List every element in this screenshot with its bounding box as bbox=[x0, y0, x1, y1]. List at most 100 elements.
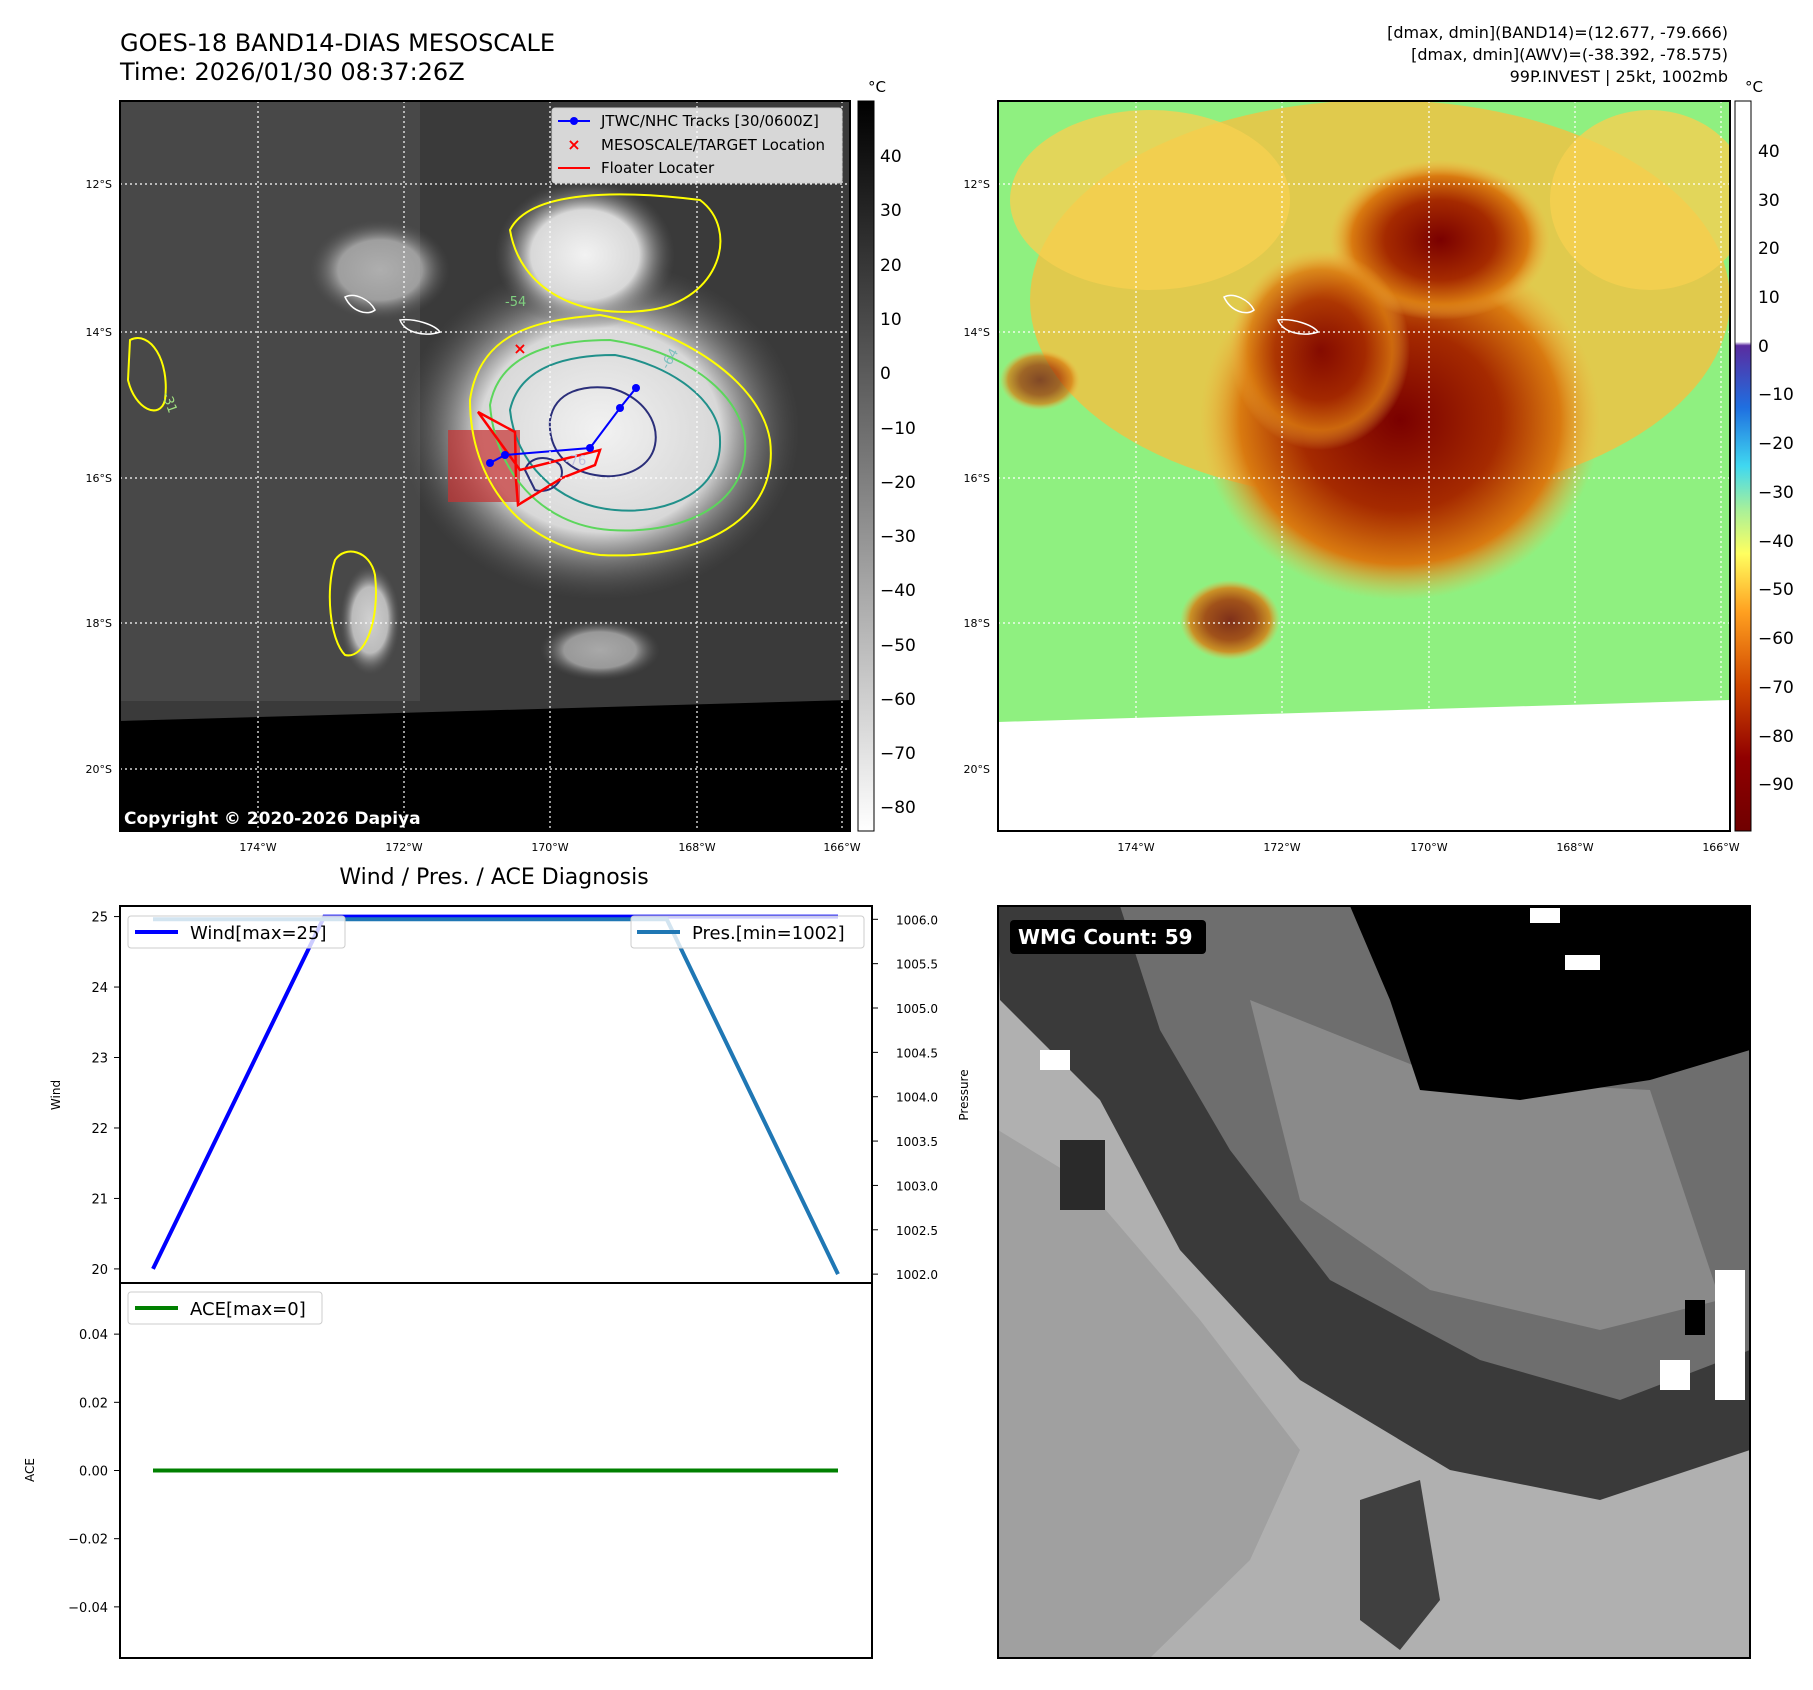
wind-legend: Wind[max=25] bbox=[127, 915, 346, 949]
island-outline bbox=[1223, 294, 1255, 314]
pressure-tick-label: 1002.5 bbox=[896, 1224, 938, 1238]
wv-lon-labels: 174°W 172°W 170°W 168°W 166°W bbox=[1117, 841, 1739, 854]
contour-mid bbox=[488, 338, 747, 532]
svg-text:170°W: 170°W bbox=[531, 841, 568, 854]
ace-tick-label: 0.04 bbox=[79, 1328, 108, 1343]
svg-text:20: 20 bbox=[880, 256, 902, 276]
ace-tick-label: −0.02 bbox=[68, 1533, 108, 1548]
pressure-tick-label: 1005.5 bbox=[896, 958, 938, 972]
target-marker: × bbox=[513, 339, 526, 358]
ir-gridlines bbox=[120, 101, 850, 831]
contour-warm bbox=[126, 337, 167, 412]
svg-text:0: 0 bbox=[880, 364, 891, 384]
svg-text:172°W: 172°W bbox=[1263, 841, 1300, 854]
wv-colorbar: °C 40 30 20 10 0 −10 −20 −30 −40 −50 −60… bbox=[1734, 78, 1794, 832]
svg-text:168°W: 168°W bbox=[678, 841, 715, 854]
pressure-y-axis: 1002.0 1002.5 1003.0 1003.5 1004.0 1004.5 1005… bbox=[872, 913, 938, 1282]
svg-text:166°W: 166°W bbox=[823, 841, 860, 854]
pressure-axis-label: Pressure bbox=[957, 1069, 971, 1120]
ace-axis-label: ACE bbox=[23, 1458, 37, 1482]
contour-coldest bbox=[548, 386, 657, 478]
wind-y-axis: 20 21 22 23 24 25 bbox=[91, 911, 120, 1278]
off-disk-region bbox=[998, 700, 1730, 831]
wmg-frame bbox=[997, 905, 1751, 1659]
ir-colorbar: °C 40 30 20 10 0 −10 −20 −30 −40 −50 −60… bbox=[857, 78, 916, 832]
ir-map-legend: JTWC/NHC Tracks [30/0600Z] × MESOSCALE/T… bbox=[551, 107, 843, 184]
svg-text:20°S: 20°S bbox=[86, 763, 112, 776]
contour-label: -76 bbox=[565, 454, 586, 469]
svg-text:18°S: 18°S bbox=[964, 617, 990, 630]
svg-text:14°S: 14°S bbox=[86, 326, 112, 339]
wind-pres-chart-title: Wind / Pres. / ACE Diagnosis bbox=[339, 865, 648, 890]
svg-text:−30: −30 bbox=[1758, 483, 1794, 503]
pressure-tick-label: 1004.5 bbox=[896, 1046, 938, 1060]
svg-text:−60: −60 bbox=[1758, 629, 1794, 649]
pressure-tick-label: 1003.0 bbox=[896, 1179, 938, 1193]
contour-cold bbox=[508, 353, 722, 512]
svg-text:168°W: 168°W bbox=[1556, 841, 1593, 854]
wmg-panel: WMG Count: 59 bbox=[997, 905, 1751, 1659]
svg-text:20°S: 20°S bbox=[964, 763, 990, 776]
svg-text:×: × bbox=[567, 135, 580, 154]
legend-pressure: Pres.[min=1002] bbox=[692, 923, 845, 944]
pressure-tick-label: 1005.0 bbox=[896, 1002, 938, 1016]
legend-target: MESOSCALE/TARGET Location bbox=[601, 136, 825, 154]
svg-text:−40: −40 bbox=[1758, 532, 1794, 552]
ir-colorbar-unit: °C bbox=[868, 78, 886, 96]
wind-pres-plot-area bbox=[119, 905, 873, 1284]
svg-text:−70: −70 bbox=[880, 744, 916, 764]
svg-text:20: 20 bbox=[1758, 239, 1780, 259]
pressure-tick-label: 1002.0 bbox=[896, 1268, 938, 1282]
svg-text:16°S: 16°S bbox=[86, 472, 112, 485]
svg-text:−10: −10 bbox=[880, 419, 916, 439]
wind-tick-label: 21 bbox=[91, 1192, 108, 1207]
svg-text:−10: −10 bbox=[1758, 385, 1794, 405]
svg-text:−20: −20 bbox=[1758, 434, 1794, 454]
svg-text:16°S: 16°S bbox=[964, 472, 990, 485]
svg-text:40: 40 bbox=[880, 147, 902, 167]
contour-label: -54 bbox=[505, 295, 526, 310]
stats-awv: [dmax, dmin](AWV)=(-38.392, -78.575) bbox=[1411, 45, 1728, 64]
legend-ace: ACE[max=0] bbox=[190, 1299, 306, 1320]
svg-text:−30: −30 bbox=[880, 527, 916, 547]
track-point bbox=[486, 459, 494, 467]
contour-warm bbox=[508, 193, 722, 313]
wv-lat-labels: 12°S 14°S 16°S 18°S 20°S bbox=[964, 178, 990, 776]
svg-text:−80: −80 bbox=[1758, 727, 1794, 747]
ace-tick-label: 0.02 bbox=[79, 1396, 108, 1411]
copyright-text: Copyright © 2020-2026 Dapiya bbox=[124, 809, 421, 829]
pressure-legend: Pres.[min=1002] bbox=[630, 915, 865, 949]
svg-text:−20: −20 bbox=[880, 473, 916, 493]
svg-text:10: 10 bbox=[1758, 288, 1780, 308]
ace-tick-label: −0.04 bbox=[68, 1601, 108, 1616]
wind-pres-chart: Wind / Pres. / ACE Diagnosis 20212223242… bbox=[49, 865, 971, 1284]
svg-text:0: 0 bbox=[1758, 337, 1769, 357]
track-point bbox=[501, 451, 509, 459]
ir-map-panel: × -31 -54 -64 -76 Copyright © 2020-2026 … bbox=[86, 78, 916, 854]
contour-warm bbox=[468, 313, 772, 557]
wmg-count-badge bbox=[1010, 920, 1206, 954]
svg-text:40: 40 bbox=[1758, 142, 1780, 162]
wind-tick-label: 22 bbox=[91, 1122, 108, 1137]
svg-text:30: 30 bbox=[880, 201, 902, 221]
svg-text:170°W: 170°W bbox=[1410, 841, 1447, 854]
legend-wind: Wind[max=25] bbox=[190, 923, 327, 944]
wind-tick-label: 25 bbox=[91, 911, 108, 926]
contour-warm bbox=[328, 550, 377, 657]
track-point bbox=[586, 444, 594, 452]
svg-text:−40: −40 bbox=[880, 581, 916, 601]
wv-gridlines bbox=[998, 101, 1730, 831]
svg-text:12°S: 12°S bbox=[86, 178, 112, 191]
svg-text:174°W: 174°W bbox=[1117, 841, 1154, 854]
svg-text:166°W: 166°W bbox=[1702, 841, 1739, 854]
figure-time: Time: 2026/01/30 08:37:26Z bbox=[119, 58, 465, 86]
svg-text:−50: −50 bbox=[880, 636, 916, 656]
ace-y-axis: 0.04 0.02 0.00 −0.02 −0.04 bbox=[68, 1328, 120, 1616]
wind-tick-label: 23 bbox=[91, 1052, 108, 1067]
stats-band14: [dmax, dmin](BAND14)=(12.677, -79.666) bbox=[1387, 23, 1728, 42]
wv-map-panel: 12°S 14°S 16°S 18°S 20°S 174°W 172°W 170… bbox=[964, 78, 1794, 854]
off-disk-region bbox=[120, 700, 850, 831]
svg-text:172°W: 172°W bbox=[385, 841, 422, 854]
svg-text:174°W: 174°W bbox=[239, 841, 276, 854]
